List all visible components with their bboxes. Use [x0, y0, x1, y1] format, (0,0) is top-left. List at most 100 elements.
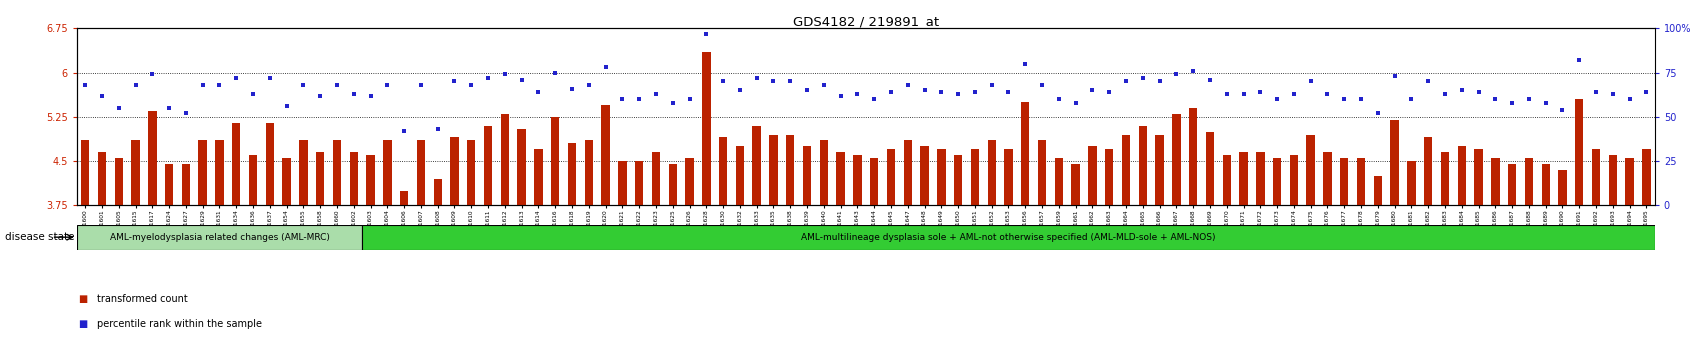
Bar	[416, 141, 425, 205]
Bar	[80, 141, 89, 205]
Text: AML-myelodysplasia related changes (AML-MRC): AML-myelodysplasia related changes (AML-…	[109, 233, 329, 242]
Bar	[165, 164, 174, 205]
Bar	[852, 155, 861, 205]
Point	[121, 82, 148, 88]
Point	[1045, 96, 1072, 102]
Bar	[987, 141, 996, 205]
Bar	[904, 141, 912, 205]
Bar	[602, 105, 609, 205]
Bar	[1071, 164, 1079, 205]
Bar	[399, 190, 407, 205]
Point	[273, 103, 300, 109]
Point	[893, 82, 921, 88]
Point	[1011, 61, 1038, 67]
Bar	[215, 141, 223, 205]
Bar	[361, 225, 1654, 250]
Point	[440, 79, 467, 84]
Bar	[1424, 137, 1432, 205]
Point	[658, 100, 685, 105]
Point	[1565, 57, 1592, 63]
Bar	[1088, 146, 1096, 205]
Bar	[1021, 102, 1028, 205]
Bar	[568, 143, 576, 205]
Bar	[818, 141, 827, 205]
Bar	[1105, 149, 1113, 205]
Title: GDS4182 / 219891_at: GDS4182 / 219891_at	[793, 15, 938, 28]
Point	[1514, 96, 1541, 102]
Bar	[131, 141, 140, 205]
Bar	[1122, 135, 1129, 205]
Point	[222, 75, 249, 81]
Bar	[585, 141, 593, 205]
Bar	[1625, 158, 1633, 205]
Point	[1296, 79, 1323, 84]
Bar	[1490, 158, 1499, 205]
Bar	[1574, 99, 1582, 205]
Bar	[534, 149, 542, 205]
Point	[994, 89, 1021, 95]
Bar	[1222, 155, 1231, 205]
Bar	[1373, 176, 1381, 205]
Bar	[266, 123, 275, 205]
Point	[540, 70, 568, 75]
Point	[1396, 96, 1424, 102]
Bar	[433, 179, 442, 205]
Point	[910, 87, 938, 93]
Bar	[1541, 164, 1548, 205]
Bar	[97, 152, 106, 205]
Point	[1178, 68, 1205, 74]
Text: ■: ■	[78, 294, 87, 304]
Point	[290, 82, 317, 88]
Bar	[887, 149, 895, 205]
Point	[876, 89, 904, 95]
Point	[1313, 91, 1340, 97]
Bar	[551, 117, 559, 205]
Point	[491, 72, 518, 77]
Bar	[1507, 164, 1516, 205]
Bar	[1154, 135, 1163, 205]
Point	[1112, 79, 1139, 84]
Bar	[735, 146, 743, 205]
Point	[810, 82, 837, 88]
Bar	[702, 52, 709, 205]
Bar	[1441, 152, 1448, 205]
Bar	[870, 158, 878, 205]
Point	[155, 105, 182, 111]
Bar	[1289, 155, 1298, 205]
Point	[1146, 79, 1173, 84]
Bar	[1642, 149, 1650, 205]
Point	[977, 82, 1004, 88]
Point	[1632, 89, 1659, 95]
Point	[726, 87, 754, 93]
Point	[1229, 91, 1257, 97]
Bar	[182, 164, 189, 205]
Point	[793, 87, 820, 93]
Bar	[148, 111, 157, 205]
Point	[827, 93, 854, 98]
Bar	[1306, 135, 1315, 205]
Bar	[1054, 158, 1062, 205]
Point	[508, 77, 535, 82]
Bar	[1188, 108, 1197, 205]
Point	[960, 89, 987, 95]
Point	[709, 79, 737, 84]
Bar	[232, 123, 240, 205]
Bar	[1323, 152, 1332, 205]
Text: AML-multilineage dysplasia sole + AML-not otherwise specified (AML-MLD-sole + AM: AML-multilineage dysplasia sole + AML-no…	[801, 233, 1216, 242]
Bar	[1390, 120, 1398, 205]
Bar	[786, 135, 795, 205]
Bar	[953, 155, 962, 205]
Bar	[1137, 126, 1146, 205]
Bar	[1608, 155, 1616, 205]
Point	[339, 91, 367, 97]
Bar	[467, 141, 476, 205]
Bar	[1037, 141, 1045, 205]
Point	[859, 96, 887, 102]
Point	[172, 110, 199, 116]
Point	[1078, 87, 1105, 93]
Bar	[1338, 158, 1347, 205]
Bar	[517, 129, 525, 205]
Point	[626, 96, 653, 102]
Text: percentile rank within the sample: percentile rank within the sample	[97, 319, 263, 329]
Point	[1531, 100, 1558, 105]
